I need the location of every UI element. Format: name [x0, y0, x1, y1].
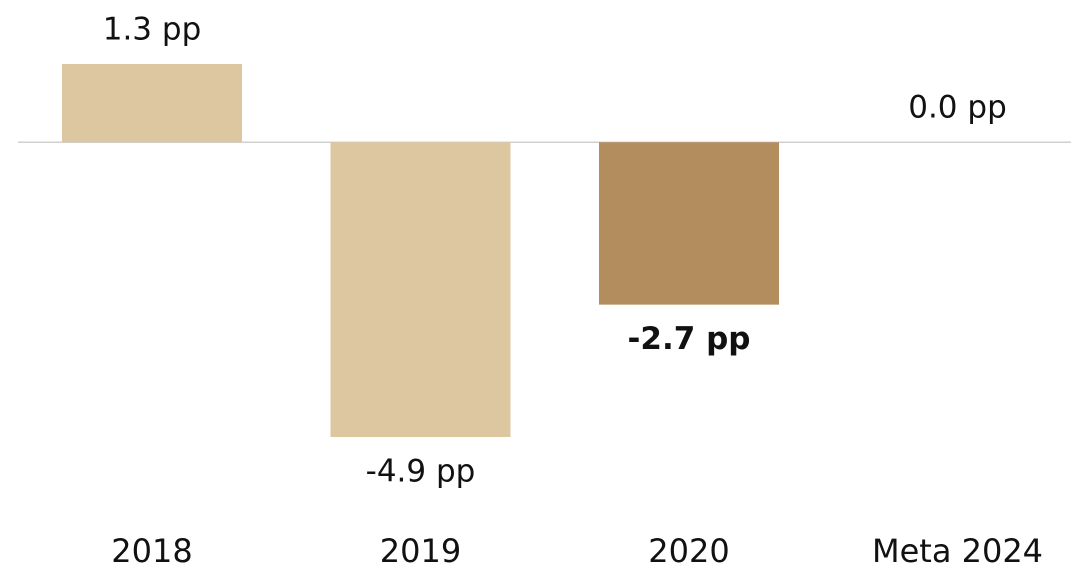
x-tick-label: 2018	[111, 532, 192, 570]
x-tick-label: 2019	[380, 532, 461, 570]
bar	[62, 64, 242, 143]
value-label: -2.7 pp	[628, 321, 751, 357]
bar	[330, 142, 511, 438]
value-label: -4.9 pp	[366, 454, 476, 490]
value-label: 0.0 pp	[908, 90, 1007, 126]
x-tick-label: Meta 2024	[872, 532, 1043, 570]
bar	[599, 142, 779, 305]
x-tick-label: 2020	[648, 532, 729, 570]
value-label: 1.3 pp	[103, 12, 202, 48]
